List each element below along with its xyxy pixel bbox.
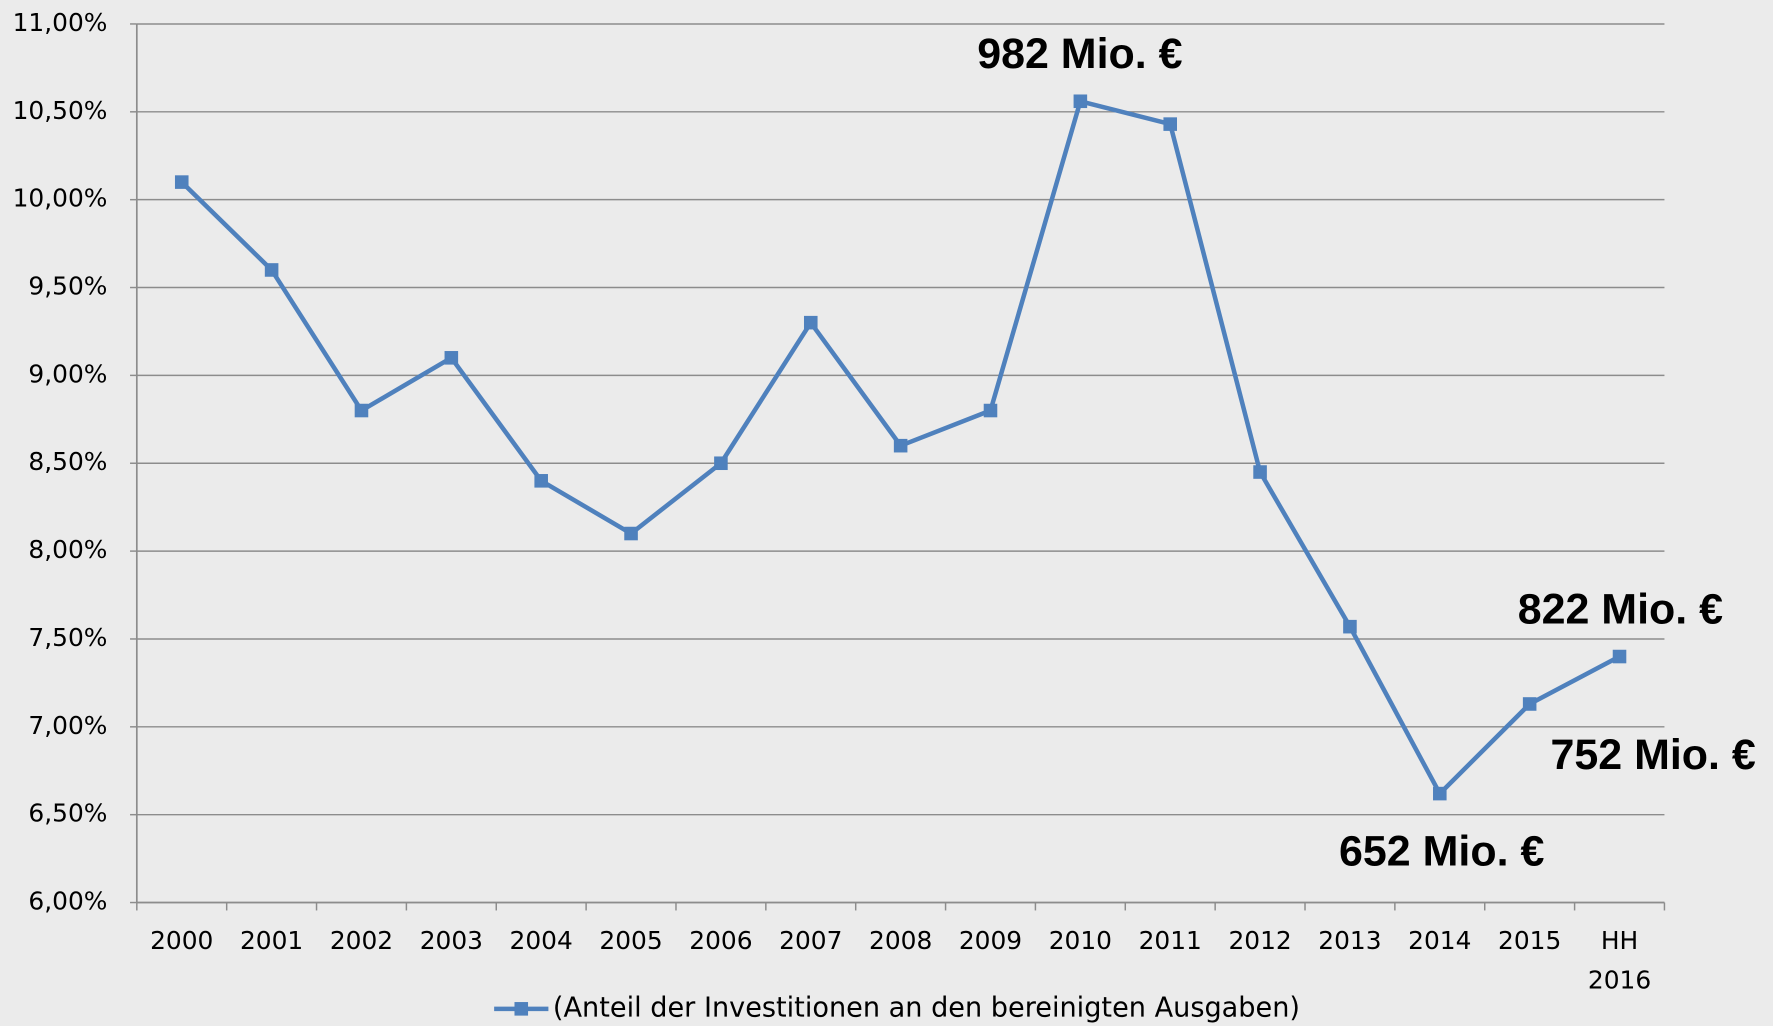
- y-tick-label: 7,00%: [28, 711, 107, 740]
- x-tick-label: 2007: [779, 926, 842, 955]
- y-tick-label: 11,00%: [13, 8, 108, 37]
- point-marker: [624, 526, 638, 541]
- x-tick-label: 2006: [689, 926, 752, 955]
- x-tick-label: 2000: [150, 926, 213, 955]
- x-tick-label: 2002: [330, 926, 393, 955]
- x-tick-label: 2001: [240, 926, 303, 955]
- point-marker: [983, 403, 998, 418]
- point-marker: [1612, 649, 1627, 664]
- x-tick-label: HH 2016: [1588, 926, 1651, 995]
- annotation: 652 Mio. €: [1339, 827, 1544, 875]
- point-marker: [803, 315, 818, 330]
- y-tick-label: 6,00%: [28, 887, 107, 916]
- point-marker: [1343, 619, 1357, 634]
- x-tick-label: 2008: [869, 926, 932, 955]
- point-marker: [174, 175, 189, 189]
- point-marker: [1433, 786, 1447, 801]
- x-tick-label: 2005: [599, 926, 662, 955]
- annotation: 752 Mio. €: [1550, 731, 1755, 779]
- y-tick-label: 10,00%: [13, 184, 108, 213]
- x-tick-label: 2011: [1139, 926, 1202, 955]
- x-tick-label: 2013: [1318, 926, 1381, 955]
- y-tick-label: 10,50%: [13, 96, 108, 125]
- legend-label: (Anteil der Investitionen an den bereini…: [553, 992, 1300, 1023]
- x-tick-label: 2015: [1498, 926, 1561, 955]
- point-marker: [714, 456, 728, 471]
- y-tick-label: 8,50%: [28, 447, 107, 476]
- x-tick-label: 2010: [1049, 926, 1112, 955]
- point-marker: [264, 263, 279, 277]
- x-tick-label: 2003: [420, 926, 483, 955]
- y-tick-label: 7,50%: [28, 623, 107, 652]
- y-tick-label: 9,50%: [28, 272, 107, 301]
- annotation: 982 Mio. €: [977, 30, 1182, 78]
- y-tick-label: 9,00%: [28, 359, 107, 388]
- point-marker: [354, 403, 369, 418]
- x-tick-label: 2014: [1408, 926, 1471, 955]
- point-marker: [893, 438, 908, 453]
- point-marker: [1073, 94, 1088, 109]
- x-tick-label: 2004: [510, 926, 573, 955]
- point-marker: [444, 351, 459, 365]
- legend-swatch-marker: [514, 1002, 529, 1016]
- x-tick-label: 2009: [959, 926, 1022, 955]
- point-marker: [1253, 465, 1267, 479]
- point-marker: [534, 474, 548, 488]
- point-marker: [1163, 117, 1178, 131]
- point-marker: [1522, 697, 1537, 711]
- y-tick-label: 6,50%: [28, 799, 107, 828]
- x-tick-label: 2012: [1228, 926, 1291, 955]
- annotation: 822 Mio. €: [1518, 585, 1723, 633]
- y-tick-label: 8,00%: [28, 535, 107, 564]
